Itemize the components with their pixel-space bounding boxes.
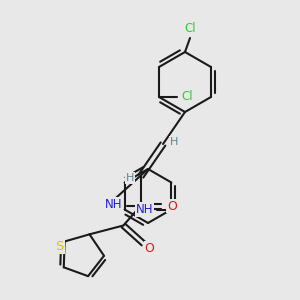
Text: O: O xyxy=(144,242,154,255)
Text: NH: NH xyxy=(136,203,153,216)
Text: H: H xyxy=(170,137,178,147)
Text: Cl: Cl xyxy=(181,91,193,103)
Text: H: H xyxy=(126,173,134,183)
Text: NH: NH xyxy=(105,197,123,211)
Text: O: O xyxy=(167,200,177,212)
Text: Cl: Cl xyxy=(184,22,196,34)
Text: S: S xyxy=(56,240,64,253)
